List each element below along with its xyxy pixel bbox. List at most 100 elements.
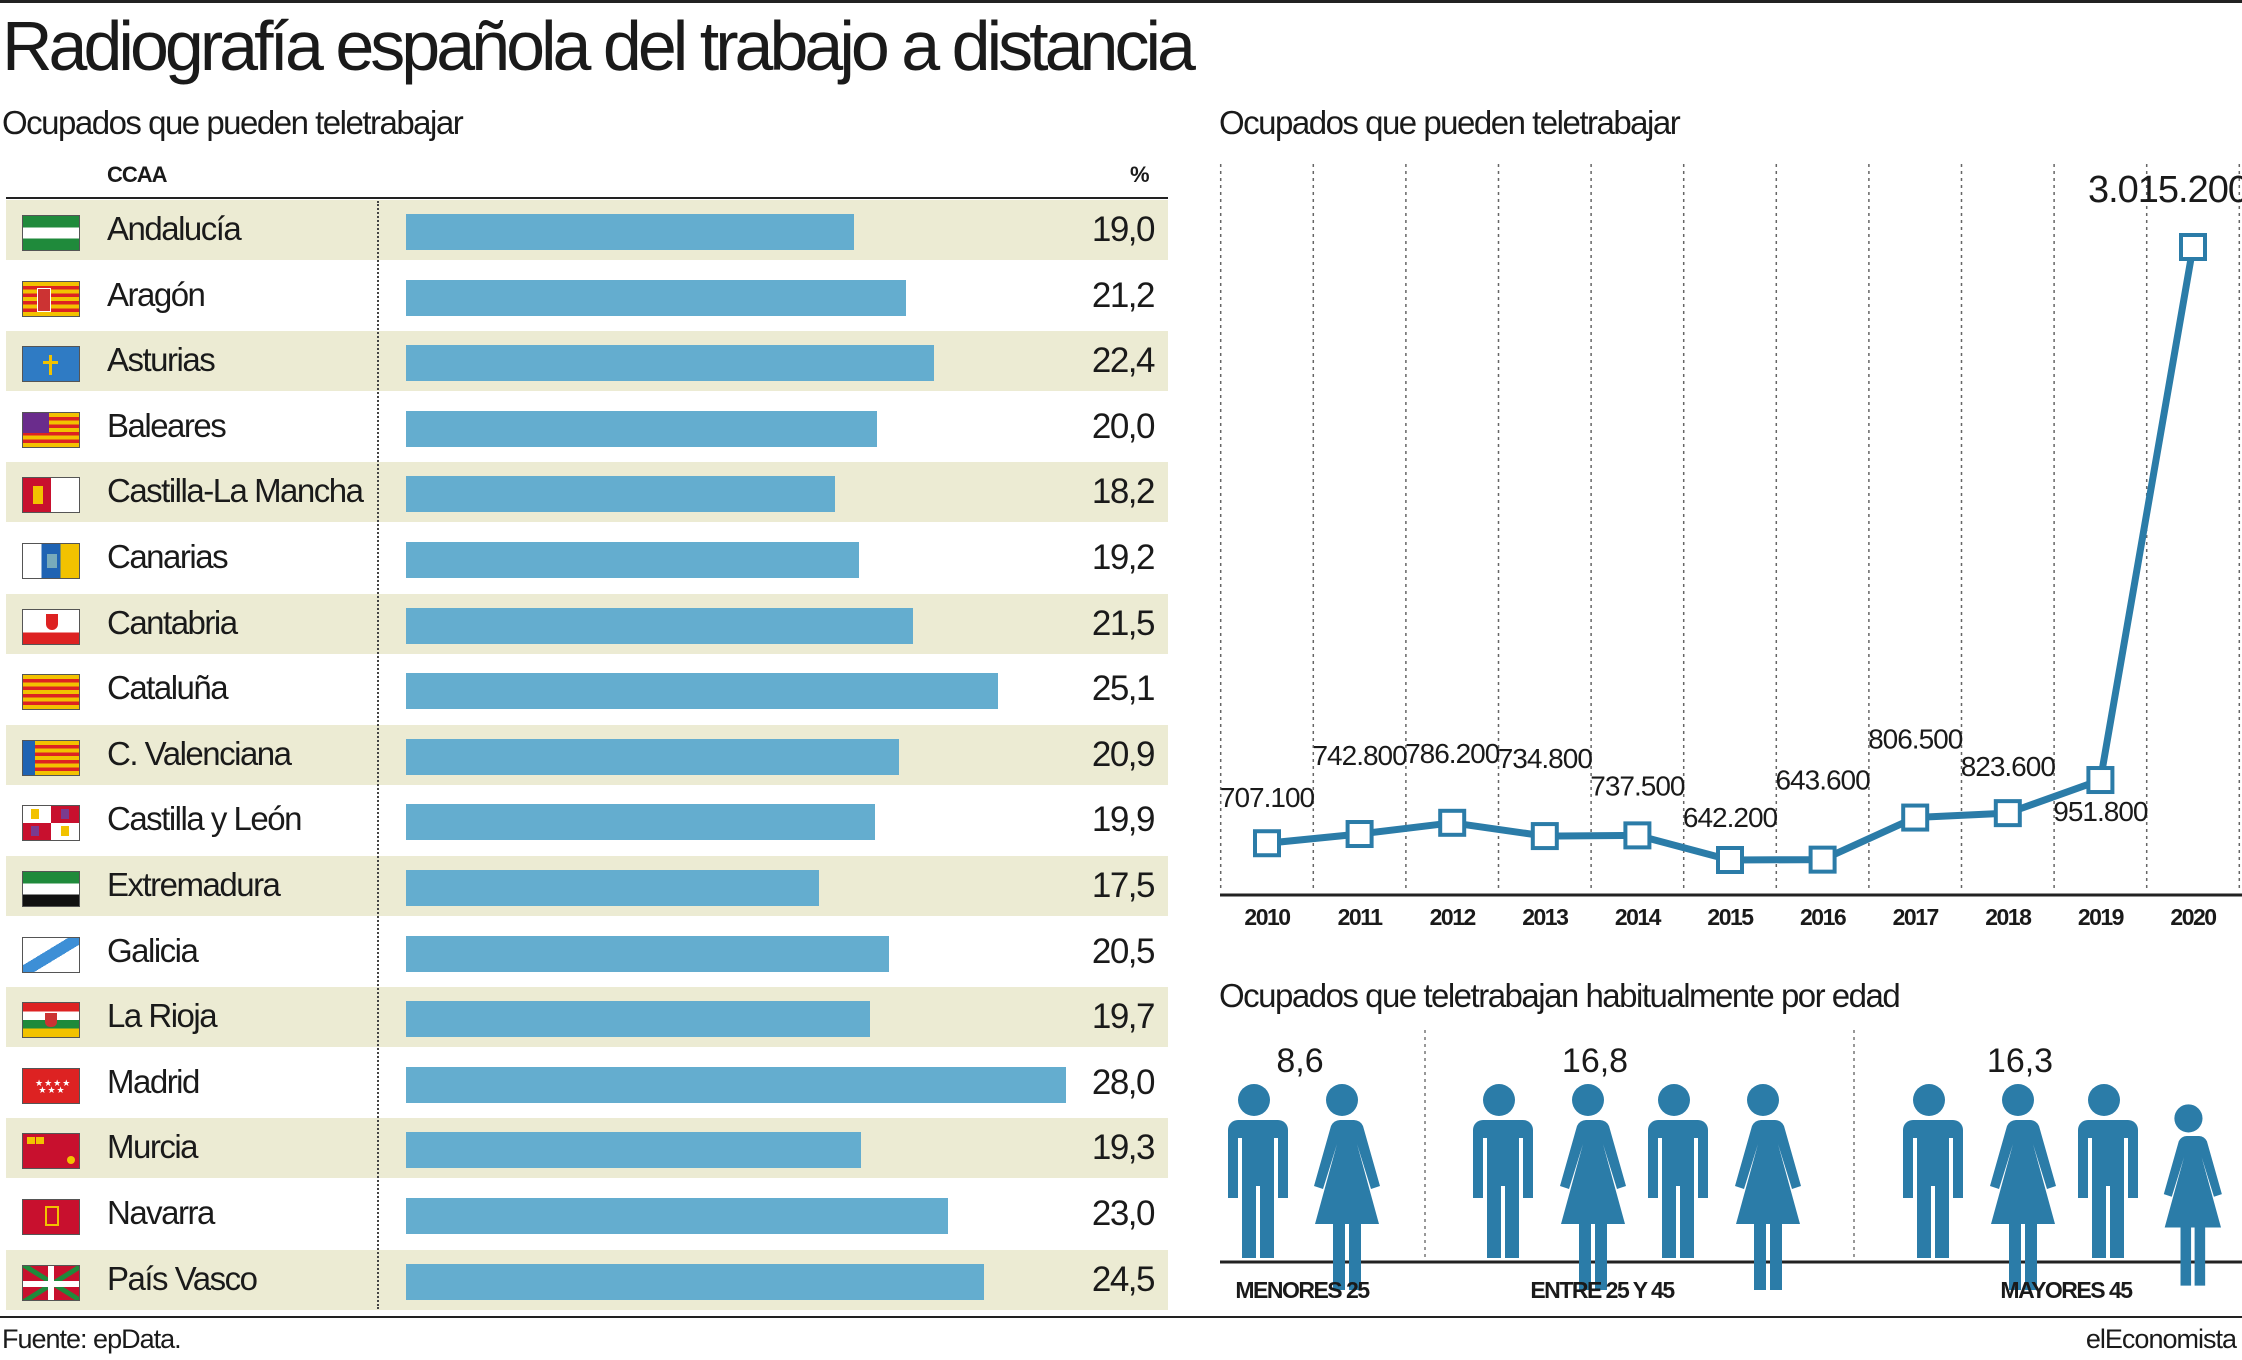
- region-bar: [406, 1001, 871, 1038]
- region-bar: [406, 1263, 984, 1300]
- region-label: La Rioja: [107, 997, 218, 1035]
- region-value-label: 17,5: [1091, 866, 1156, 905]
- table-row: Galicia 20,5: [6, 922, 1168, 982]
- woman-icon: [1735, 1084, 1801, 1290]
- x-tick-label: 2013: [1522, 904, 1568, 930]
- table-row: Cantabria 21,5: [6, 593, 1168, 654]
- man-icon: [1648, 1084, 1708, 1258]
- data-value-label: 742.800: [1312, 740, 1407, 771]
- region-value-label: 19,3: [1091, 1128, 1156, 1168]
- region-label: Asturias: [107, 341, 216, 379]
- aragon-flag-icon: [22, 280, 80, 317]
- table-row: Andalucía 19,0: [6, 200, 1168, 260]
- age-group-label: MAYORES 45: [2000, 1277, 2133, 1303]
- age-group-label: ENTRE 25 Y 45: [1530, 1277, 1675, 1303]
- region-label: Aragón: [107, 275, 206, 313]
- region-label: Castilla-La Mancha: [107, 472, 364, 510]
- region-label: Cantabria: [107, 603, 238, 641]
- line-chart: 707.100 2010 742.800 2011 786.200 2012 734.800…: [1220, 164, 2242, 930]
- x-tick-label: 2018: [1985, 904, 2032, 930]
- footer-rule: [0, 1316, 2242, 1318]
- extremadura-flag-icon: [22, 871, 80, 907]
- region-label: Cataluña: [107, 669, 229, 707]
- table-row: País Vasco 24,5: [6, 1249, 1168, 1310]
- table-header-rule: [6, 197, 1168, 199]
- region-label: Castilla y León: [107, 800, 302, 838]
- region-bar: [406, 1198, 949, 1234]
- table-divider: [377, 201, 379, 1309]
- x-tick-label: 2010: [1244, 904, 1290, 930]
- c-valenciana-flag-icon: [22, 739, 80, 776]
- region-value-label: 19,2: [1091, 538, 1156, 577]
- region-bar: [406, 804, 876, 841]
- data-value-label: 734.800: [1498, 743, 1593, 774]
- col-ccaa-header: CCAA: [107, 162, 168, 187]
- region-bar: [406, 476, 835, 513]
- cataluna-flag-icon: [22, 674, 80, 711]
- region-label: Galicia: [107, 931, 199, 969]
- x-tick-label: 2019: [2078, 904, 2124, 930]
- age-subtitle: Ocupados que teletrabajan habitualmente …: [1219, 977, 1901, 1014]
- table-row: Aragón 21,2: [6, 266, 1168, 326]
- region-bar: [406, 673, 998, 710]
- castilla-la-mancha-flag-icon: [22, 477, 80, 514]
- table-row: Asturias 22,4: [6, 331, 1168, 392]
- data-value-label: 737.500: [1590, 770, 1685, 801]
- region-label: Navarra: [107, 1194, 215, 1231]
- page-title: Radiografía española del trabajo a dista…: [2, 7, 1196, 85]
- col-pct-header: %: [1130, 162, 1150, 187]
- man-icon: [1228, 1084, 1288, 1258]
- canarias-flag-icon: [22, 543, 80, 579]
- man-icon: [1473, 1084, 1533, 1258]
- data-value-label: 643.600: [1775, 765, 1870, 796]
- age-chart: 8,6 MENORES 25 16,8 ENTRE 25 Y 45 16,3 MAYORE…: [1220, 1030, 2242, 1303]
- table-row: ★★★★ ★★★ Madrid 28,0: [6, 1053, 1168, 1113]
- region-bar: [406, 935, 890, 972]
- data-point-marker: [2179, 233, 2207, 261]
- data-point-marker: [1438, 808, 1467, 837]
- brand-logo: elEconomista: [2085, 1324, 2237, 1354]
- castilla-y-leon-flag-icon: [22, 805, 80, 842]
- baleares-flag-icon: [22, 411, 80, 448]
- region-value-label: 24,5: [1091, 1259, 1156, 1299]
- asturias-flag-icon: [22, 346, 80, 383]
- galicia-flag-icon: [22, 936, 80, 973]
- region-label: Murcia: [107, 1128, 199, 1166]
- cantabria-flag-icon: [22, 608, 80, 645]
- region-value-label: 21,2: [1091, 275, 1156, 315]
- x-tick-label: 2012: [1430, 904, 1476, 930]
- table-row: Murcia 19,3: [6, 1118, 1168, 1179]
- data-value-label: 786.200: [1405, 738, 1500, 769]
- top-rule: [0, 0, 2242, 3]
- table-row: C. Valenciana 20,9: [6, 724, 1168, 785]
- region-value-label: 19,7: [1091, 997, 1156, 1037]
- region-bar: [406, 279, 906, 316]
- table-row: Cataluña 25,1: [6, 659, 1168, 719]
- table-subtitle: Ocupados que pueden teletrabajar: [2, 104, 464, 141]
- data-value-label: 951.800: [2053, 796, 2148, 827]
- table-row: La Rioja 19,7: [6, 987, 1168, 1048]
- woman-icon: [1560, 1084, 1626, 1290]
- region-bar: [406, 738, 899, 775]
- x-tick-label: 2016: [1800, 904, 1846, 930]
- region-bar: [406, 870, 819, 906]
- region-value-label: 19,0: [1091, 210, 1156, 249]
- region-label: Extremadura: [107, 866, 281, 903]
- table-row: Castilla y León 19,9: [6, 790, 1168, 850]
- region-value-label: 28,0: [1091, 1062, 1156, 1102]
- navarra-flag-icon: [22, 1199, 80, 1235]
- region-value-label: 20,5: [1091, 931, 1156, 971]
- data-value-label: 642.200: [1683, 802, 1778, 833]
- region-value-label: 21,5: [1091, 603, 1156, 643]
- table-row: Canarias 19,2: [6, 528, 1168, 588]
- region-bar: [406, 1066, 1066, 1103]
- region-bar: [406, 214, 854, 250]
- region-value-label: 19,9: [1091, 800, 1156, 840]
- age-value-label: 8,6: [1276, 1042, 1323, 1080]
- x-tick-label: 2015: [1707, 904, 1754, 930]
- murcia-flag-icon: [22, 1133, 80, 1170]
- data-point-marker: [2086, 766, 2115, 795]
- table-row: Navarra 23,0: [6, 1184, 1168, 1244]
- data-point-marker: [1253, 829, 1281, 858]
- age-group-label: MENORES 25: [1235, 1277, 1370, 1303]
